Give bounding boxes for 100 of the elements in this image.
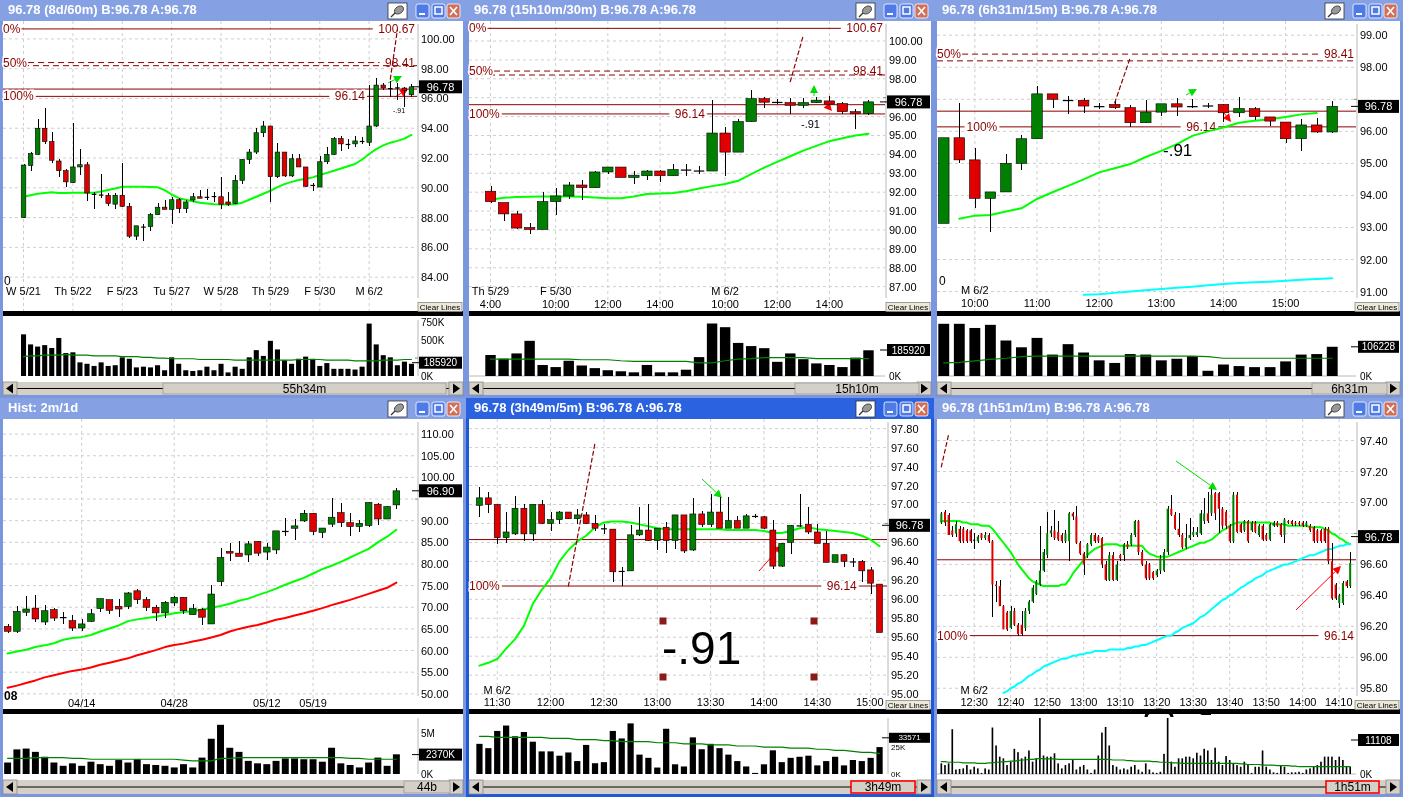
y-tick-label: 96.60 <box>1360 558 1388 571</box>
scrollbar-thumb: 55h34m <box>162 381 447 396</box>
y-tick-label: 84.00 <box>421 271 449 284</box>
x-tick-label: M 6/2 10:00 <box>711 285 739 310</box>
y-tick-label: 95.20 <box>891 669 919 682</box>
y-tick-label: 100.00 <box>421 32 455 45</box>
y-tick-label: 95.80 <box>891 612 919 625</box>
y-tick-label: 96.60 <box>891 536 919 549</box>
y-tick-label: 55.00 <box>421 666 449 679</box>
annotation: 0% <box>3 21 21 36</box>
x-tick-label: 14:00 <box>1288 696 1317 708</box>
y-tick-label: 95.00 <box>891 688 919 701</box>
annotation: -.91 <box>1163 141 1193 160</box>
y-tick-label: 91.00 <box>889 205 917 218</box>
x-tick-label: 12:00 <box>594 298 622 310</box>
text: 96.78 <box>426 80 455 93</box>
y-tick-label: 80.00 <box>421 557 449 570</box>
x-tick-label: 12:50 <box>1033 696 1061 708</box>
button: Clear Lines <box>1354 700 1400 710</box>
y-tick-label: 0K <box>421 768 434 780</box>
annotation: 50% <box>469 64 494 79</box>
text: 11108 <box>1365 734 1393 746</box>
y-tick-label: 5M <box>421 727 435 739</box>
text: 185920 <box>891 344 926 356</box>
y-tick-label: 90.00 <box>421 181 449 194</box>
x-tick-label: Th 5/22 <box>54 285 92 297</box>
y-tick-label: 92.00 <box>421 152 449 165</box>
ref-line-label: 96.14 <box>334 89 366 104</box>
y-tick-label: 90.00 <box>421 514 449 527</box>
ref-line-label: 100.67 <box>378 21 416 36</box>
y-tick-label: 96.00 <box>891 593 919 606</box>
ref-line-label: 100.67 <box>846 21 884 36</box>
y-tick-label: 85.00 <box>421 536 449 549</box>
x-tick-label: 05/12 <box>253 697 281 709</box>
y-tick-label: 96.20 <box>891 574 919 587</box>
y-tick-label: 96.00 <box>1360 651 1388 664</box>
y-tick-label: 75.00 <box>421 579 449 592</box>
x-tick-label: M 6/2 11:30 <box>483 684 511 708</box>
y-tick-label: 94.00 <box>421 122 449 135</box>
x-tick-label: 05/19 <box>299 697 327 709</box>
annotation: 100% <box>937 628 969 643</box>
y-tick-label: 93.00 <box>889 167 917 180</box>
annotation: 50% <box>937 47 962 62</box>
chart-title: 96.78 (6h31m/15m) B:96.78 A:96.78 <box>942 2 1157 18</box>
y-tick-label: 110.00 <box>421 428 454 441</box>
annotation: 100% <box>469 579 501 594</box>
annotation: 0 <box>939 274 946 288</box>
scrollbar-thumb: 1h51m <box>1325 780 1380 794</box>
x-tick-label: M 6/2 10:00 <box>961 284 989 309</box>
y-tick-label: 96.00 <box>421 92 449 105</box>
text: 0 <box>4 274 11 288</box>
x-tick-label: W 5/28 <box>203 285 239 297</box>
y-tick-label: 96.00 <box>889 110 917 123</box>
x-tick-label: 14:30 <box>803 696 832 708</box>
ref-line-label: 96.14 <box>1323 628 1355 643</box>
y-tick-label: 500K <box>421 334 445 346</box>
x-tick-label: Tu 5/27 <box>153 285 191 297</box>
y-tick-label: 87.00 <box>889 280 917 293</box>
text: 96.78 <box>894 95 923 108</box>
chart-title: Hist: 2m/1d <box>8 400 79 416</box>
y-tick-label: 98.00 <box>421 62 449 75</box>
y-tick-label: 94.00 <box>1360 189 1388 202</box>
button: Clear Lines <box>885 302 931 312</box>
scrollbar-thumb: 44b <box>403 780 451 794</box>
button: Clear Lines <box>885 700 931 710</box>
text: 96.90 <box>426 484 455 497</box>
text: 185920 <box>423 357 458 369</box>
annotation: 100% <box>469 106 501 121</box>
y-tick-label: 95.80 <box>1360 682 1388 695</box>
y-tick-label: 750K <box>421 316 445 328</box>
x-tick-label: 04/28 <box>160 697 188 709</box>
y-tick-label: 96.00 <box>1360 125 1388 138</box>
x-tick-label: F 5/30 <box>304 285 336 297</box>
y-tick-label: 92.00 <box>889 186 917 199</box>
annotation: 100% <box>3 89 35 104</box>
y-tick-label: 100.00 <box>889 35 923 48</box>
text: 96.78 <box>895 519 924 532</box>
y-tick-label: 96.40 <box>891 555 919 568</box>
x-tick-label: 15:00 <box>855 696 884 708</box>
button: Clear Lines <box>417 302 463 312</box>
y-tick-label: 65.00 <box>421 622 449 635</box>
x-tick-label: 13:50 <box>1252 696 1280 708</box>
y-tick-label: 100.00 <box>421 471 455 484</box>
x-tick-label: 13:20 <box>1142 696 1171 708</box>
annotation: 100% <box>966 119 998 134</box>
y-tick-label: 98.00 <box>1360 61 1388 74</box>
annotation: -.91 <box>662 622 742 674</box>
text: 33571 <box>898 733 922 743</box>
x-tick-label: 13:00 <box>1069 696 1098 708</box>
x-tick-label: 13:30 <box>1179 696 1207 708</box>
y-tick-label: 50.00 <box>421 687 449 700</box>
x-tick-label: 14:00 <box>646 298 674 310</box>
y-tick-label: 97.80 <box>891 422 919 435</box>
annotation: -.91 <box>801 118 820 130</box>
y-tick-label: 96.20 <box>1360 620 1388 633</box>
annotation: 0% <box>469 21 487 36</box>
y-tick-label: 90.00 <box>889 223 917 236</box>
y-tick-label: 97.20 <box>1360 465 1388 478</box>
y-tick-label: 105.00 <box>421 449 455 462</box>
x-tick-label: F 5/23 <box>106 285 138 297</box>
